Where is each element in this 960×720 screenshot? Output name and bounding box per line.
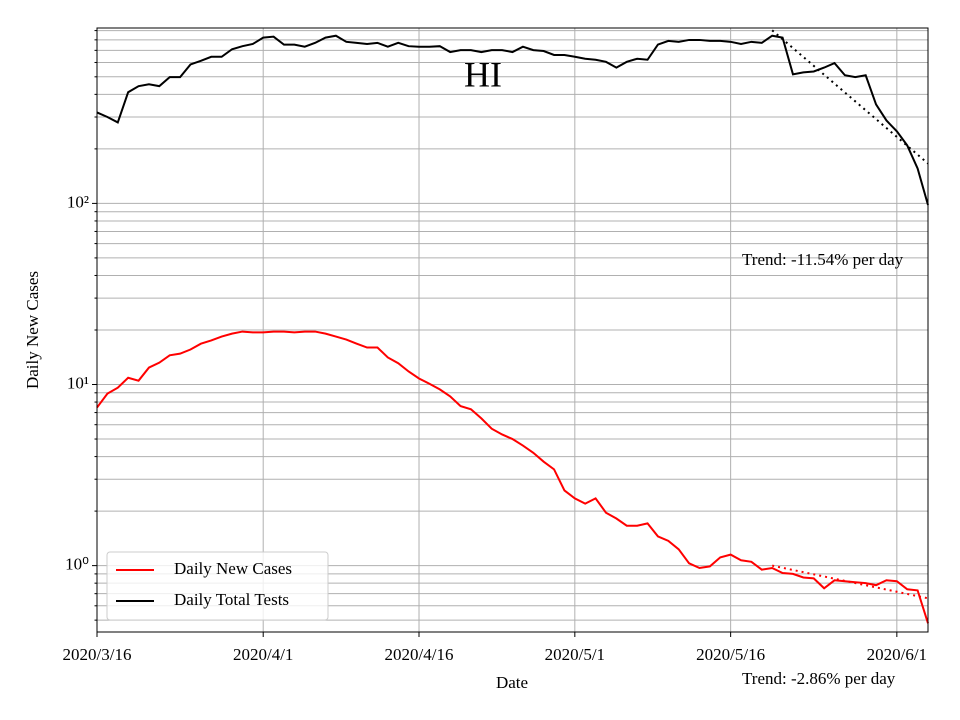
trend-line [771,564,929,600]
x-tick-label: 2020/3/16 [63,645,132,664]
legend-label: Daily Total Tests [174,590,289,609]
x-tick-label: 2020/5/1 [545,645,605,664]
legend-box [106,551,329,621]
y-axis-label: Daily New Cases [23,271,42,389]
y-tick-label: 10¹ [67,373,89,392]
x-axis-label: Date [496,673,528,692]
legend-label: Daily New Cases [174,559,292,578]
legend: Daily New Cases Daily Total Tests [106,551,329,621]
trend-annotation: Trend: -11.54% per day [742,250,904,269]
x-tick-label: 2020/6/1 [867,645,927,664]
y-tick-label: 10⁰ [65,555,89,574]
plot-area [96,29,929,624]
trend-annotation: Trend: -2.86% per day [742,669,896,688]
y-tick-label: 10² [67,192,89,211]
x-tick-label: 2020/5/16 [696,645,765,664]
chart-title: HI [464,54,502,94]
data-line [96,34,929,206]
x-tick-label: 2020/4/1 [233,645,293,664]
data-line [96,330,929,624]
x-tick-label: 2020/4/16 [385,645,454,664]
trend-line [771,29,929,165]
axes-frame [96,27,929,633]
